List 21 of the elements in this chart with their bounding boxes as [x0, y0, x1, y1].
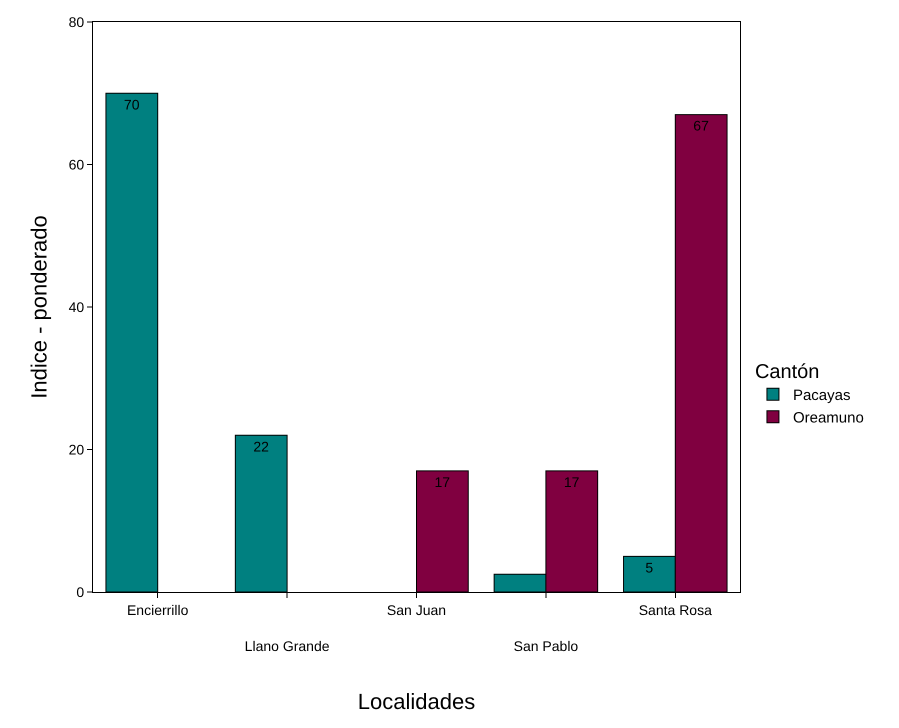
- x-tick-label: Llano Grande: [244, 638, 330, 654]
- x-axis-title: Localidades: [358, 689, 476, 714]
- data-label: 17: [434, 474, 450, 490]
- y-tick-label: 80: [68, 14, 84, 30]
- x-tick-label: San Pablo: [514, 638, 578, 654]
- data-label: 17: [564, 474, 580, 490]
- y-tick-label: 60: [68, 156, 84, 172]
- legend-title: Cantón: [754, 361, 820, 383]
- data-label: 70: [124, 96, 140, 112]
- data-label: 5: [645, 559, 654, 576]
- data-label: 67: [693, 118, 710, 134]
- y-tick-label: 20: [68, 441, 84, 458]
- x-tick-label: Santa Rosa: [638, 602, 712, 618]
- x-tick-label: San Juan: [386, 602, 446, 618]
- y-tick-label: 0: [76, 584, 84, 600]
- y-axis-title: Indice - ponderado: [26, 215, 52, 399]
- legend-label: Pacayas: [792, 387, 850, 404]
- legend-label: Oreamuno: [792, 410, 864, 427]
- y-tick-label: 40: [68, 298, 84, 315]
- data-label: 22: [253, 438, 270, 454]
- x-tick-label: Encierrillo: [126, 602, 189, 618]
